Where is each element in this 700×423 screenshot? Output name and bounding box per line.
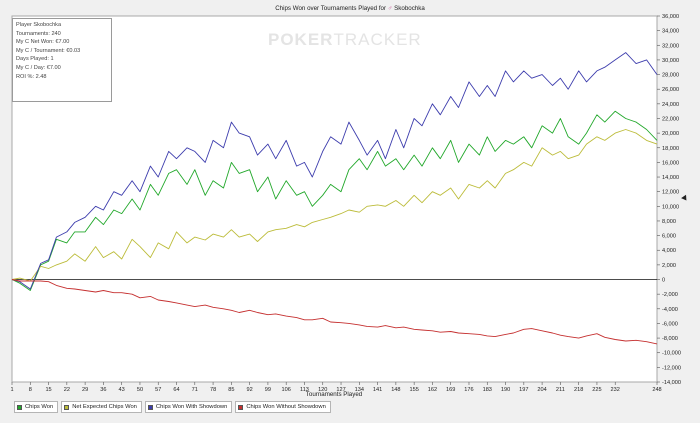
x-tick-label: 176 — [464, 387, 473, 393]
x-axis: 1 8 15 22 29 36 43 50 57 64 71 78 85 92 99 106 113 120 127… — [10, 382, 662, 393]
y-tick-label: 30,000 — [662, 58, 679, 64]
stat-per-tournament: My C / Tournament: €0.03 — [16, 47, 81, 54]
y-tick-label: 20,000 — [662, 131, 679, 137]
legend-without-showdown[interactable]: Chips Won Without Showdown — [235, 401, 331, 413]
y-tick-label: -10,000 — [662, 351, 681, 357]
x-tick-label: 43 — [119, 387, 125, 393]
x-tick-label: 232 — [611, 387, 620, 393]
x-tick-label: 127 — [336, 387, 345, 393]
x-tick-label: 218 — [574, 387, 583, 393]
y-tick-label: -14,000 — [662, 380, 681, 386]
x-tick-label: 22 — [64, 387, 70, 393]
x-tick-label: 225 — [592, 387, 601, 393]
x-tick-label: 141 — [373, 387, 382, 393]
chart-legend: Chips Won Net Expected Chips Won Chips W… — [14, 401, 331, 413]
legend-swatch-with-showdown — [147, 404, 153, 410]
legend-chips-won[interactable]: Chips Won — [14, 401, 59, 413]
x-tick-label: 64 — [173, 387, 179, 393]
stat-days-played: Days Played: 1 — [16, 56, 54, 63]
y-tick-label: 32,000 — [662, 43, 679, 49]
y-tick-label: 14,000 — [662, 175, 679, 181]
x-tick-label: 15 — [45, 387, 51, 393]
y-tick-label: 16,000 — [662, 160, 679, 166]
x-tick-label: 50 — [137, 387, 143, 393]
stat-tournaments: Tournaments: 240 — [16, 30, 61, 37]
x-tick-label: 169 — [446, 387, 455, 393]
x-tick-label: 1 — [10, 387, 13, 393]
x-tick-label: 85 — [228, 387, 234, 393]
plot-area — [11, 15, 658, 383]
x-tick-label: 204 — [537, 387, 546, 393]
y-tick-label: 34,000 — [662, 29, 679, 35]
series-lines — [11, 52, 658, 345]
x-tick-label: 211 — [556, 387, 565, 393]
y-tick-label: 8,000 — [662, 219, 676, 225]
x-tick-label: 57 — [155, 387, 161, 393]
stat-net-won: My C Net Won: €7.00 — [16, 39, 70, 46]
player-stats-box: Player Skobochka Tournaments: 240 My C N… — [12, 18, 112, 102]
y-tick-label: 26,000 — [662, 87, 679, 93]
y-tick-label: 6,000 — [662, 234, 676, 240]
series-line-chips-won-with-showdown — [11, 52, 658, 290]
y-axis: 36,000 34,000 32,000 30,000 28,000 26,000 24,0… — [657, 14, 681, 386]
series-line-chips-won-without-showdown — [11, 279, 658, 345]
chart-title: Chips Won over Tournaments Played for ♂ … — [275, 5, 425, 12]
legend-net-expected[interactable]: Net Expected Chips Won — [61, 401, 142, 413]
x-tick-label: 155 — [409, 387, 418, 393]
series-line-net-expected-chips-won — [11, 129, 658, 282]
x-tick-label: 29 — [82, 387, 88, 393]
y-tick-label: -12,000 — [662, 365, 681, 371]
x-tick-label: 183 — [483, 387, 492, 393]
player-icon: ♂ — [388, 5, 393, 12]
x-tick-label: 120 — [318, 387, 327, 393]
y-tick-label: 24,000 — [662, 102, 679, 108]
x-tick-label: 248 — [652, 387, 661, 393]
y-tick-label: -8,000 — [662, 336, 678, 342]
x-tick-label: 92 — [247, 387, 253, 393]
y-tick-label: 18,000 — [662, 146, 679, 152]
x-tick-label: 71 — [192, 387, 198, 393]
x-tick-label: 148 — [391, 387, 400, 393]
x-tick-label: 197 — [519, 387, 528, 393]
stat-roi: ROI %: 2.48 — [16, 73, 47, 80]
x-tick-label: 78 — [210, 387, 216, 393]
x-tick-label: 113 — [300, 387, 309, 393]
stat-per-day: My C / Day: €7.00 — [16, 64, 61, 71]
x-tick-label: 190 — [501, 387, 510, 393]
pokertracker-watermark: POKERTRACKER — [268, 30, 422, 49]
y-tick-label: -6,000 — [662, 321, 678, 327]
y-tick-label: -2,000 — [662, 292, 678, 298]
y-tick-label: 4,000 — [662, 248, 676, 254]
y-tick-label: 0 — [662, 278, 665, 284]
x-tick-label: 99 — [265, 387, 271, 393]
y-tick-label: 2,000 — [662, 263, 676, 269]
series-line-chips-won — [11, 110, 658, 291]
legend-with-showdown[interactable]: Chips Won With Showdown — [144, 401, 233, 413]
y-tick-label: 28,000 — [662, 73, 679, 79]
y-tick-label: -4,000 — [662, 307, 678, 313]
y-tick-label: 10,000 — [662, 204, 679, 210]
legend-swatch-without-showdown — [238, 404, 244, 410]
x-tick-label: 162 — [428, 387, 437, 393]
y-tick-label: 36,000 — [662, 14, 679, 20]
legend-swatch-chips-won — [17, 404, 22, 410]
y-tick-label: 12,000 — [662, 190, 679, 196]
x-tick-label: 134 — [355, 387, 364, 393]
stat-player: Player Skobochka — [16, 22, 62, 28]
legend-swatch-net-expected — [64, 404, 70, 410]
x-tick-label: 106 — [282, 387, 291, 393]
y-tick-label: 22,000 — [662, 116, 679, 122]
x-tick-label: 36 — [100, 387, 106, 393]
x-tick-label: 8 — [29, 387, 32, 393]
x-axis-label: Tournaments Played — [306, 391, 363, 398]
